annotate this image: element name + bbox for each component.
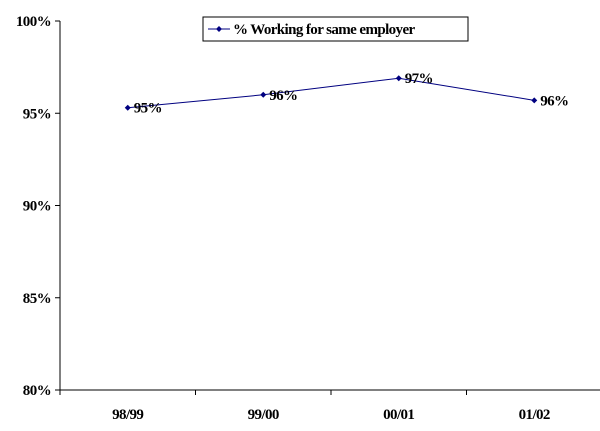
x-tick-label: 01/02	[519, 407, 550, 423]
y-tick-label: 90%	[23, 199, 51, 215]
data-point	[531, 97, 538, 104]
data-point	[124, 104, 131, 111]
data-label: 95%	[134, 101, 162, 117]
y-tick-label: 80%	[23, 383, 51, 399]
series-group: 95% 96% 97% 96%	[124, 71, 569, 117]
x-tick-label: 00/01	[383, 407, 414, 423]
legend-box	[202, 16, 469, 42]
data-label: 96%	[540, 93, 568, 109]
axes: 80% 85% 90% 95% 100% 98/99 99/00 00/01 01/02	[16, 14, 600, 423]
legend: % Working for same employer	[202, 16, 469, 42]
y-tick-label: 95%	[23, 106, 51, 122]
legend-marker	[216, 26, 222, 32]
x-tick-label: 99/00	[248, 407, 279, 423]
data-label: 97%	[405, 71, 433, 87]
data-point	[395, 75, 402, 82]
data-point	[260, 91, 267, 98]
series-line	[127, 77, 535, 109]
data-label: 96%	[269, 88, 297, 104]
x-tick-label: 98/99	[112, 407, 143, 423]
y-tick-label: 100%	[16, 14, 51, 30]
y-tick-label: 85%	[23, 291, 51, 307]
legend-label: % Working for same employer	[233, 22, 416, 38]
